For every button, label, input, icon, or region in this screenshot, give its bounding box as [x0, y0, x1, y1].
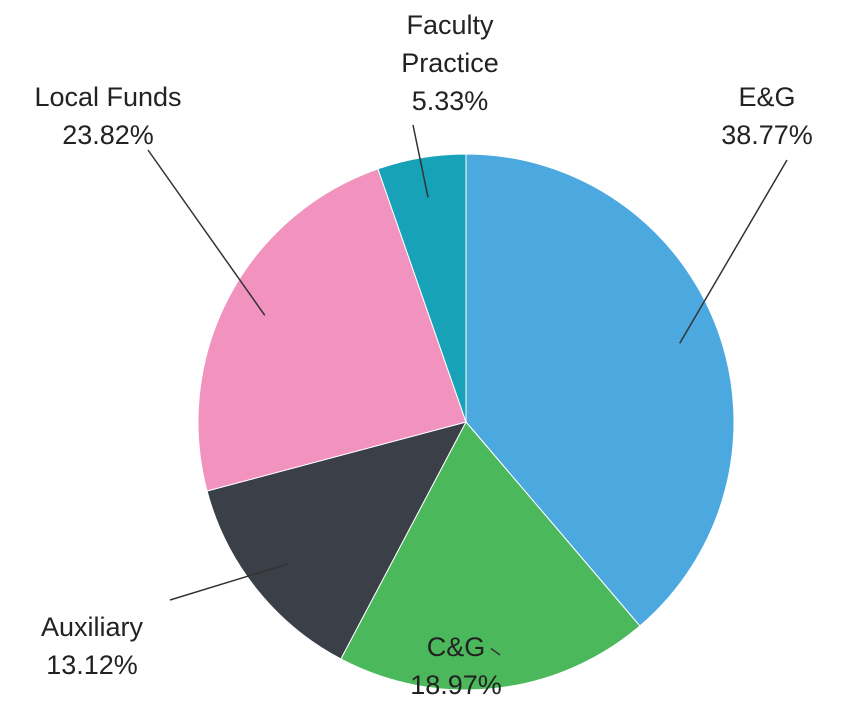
slice-label: Local Funds 23.82%	[8, 78, 208, 154]
slice-label: E&G 38.77%	[667, 78, 847, 154]
slice-name: Local Funds	[34, 82, 182, 112]
slice-name: Faculty Practice	[401, 10, 499, 78]
slice-value: 18.97%	[410, 670, 502, 700]
slice-value: 23.82%	[62, 120, 154, 150]
slice-value: 38.77%	[721, 120, 813, 150]
leader-line	[679, 159, 788, 344]
pie-slice	[206, 421, 467, 660]
slice-name: Auxiliary	[40, 612, 144, 642]
slice-name: E&G	[738, 82, 796, 112]
pie-slice	[377, 153, 467, 423]
leader-line	[412, 124, 429, 198]
slice-label: Faculty Practice 5.33%	[385, 6, 515, 120]
slice-label: Auxiliary 13.12%	[0, 608, 192, 684]
pie-slice	[197, 168, 467, 492]
pie-slice	[465, 153, 735, 627]
slice-name: C&G	[426, 632, 486, 662]
leader-line	[147, 149, 266, 316]
leader-line	[490, 647, 501, 656]
slice-value: 5.33%	[411, 86, 489, 116]
slice-label: C&G 18.97%	[356, 628, 556, 704]
leader-line	[169, 563, 289, 601]
pie-slice	[340, 421, 641, 691]
slice-value: 13.12%	[46, 650, 138, 680]
